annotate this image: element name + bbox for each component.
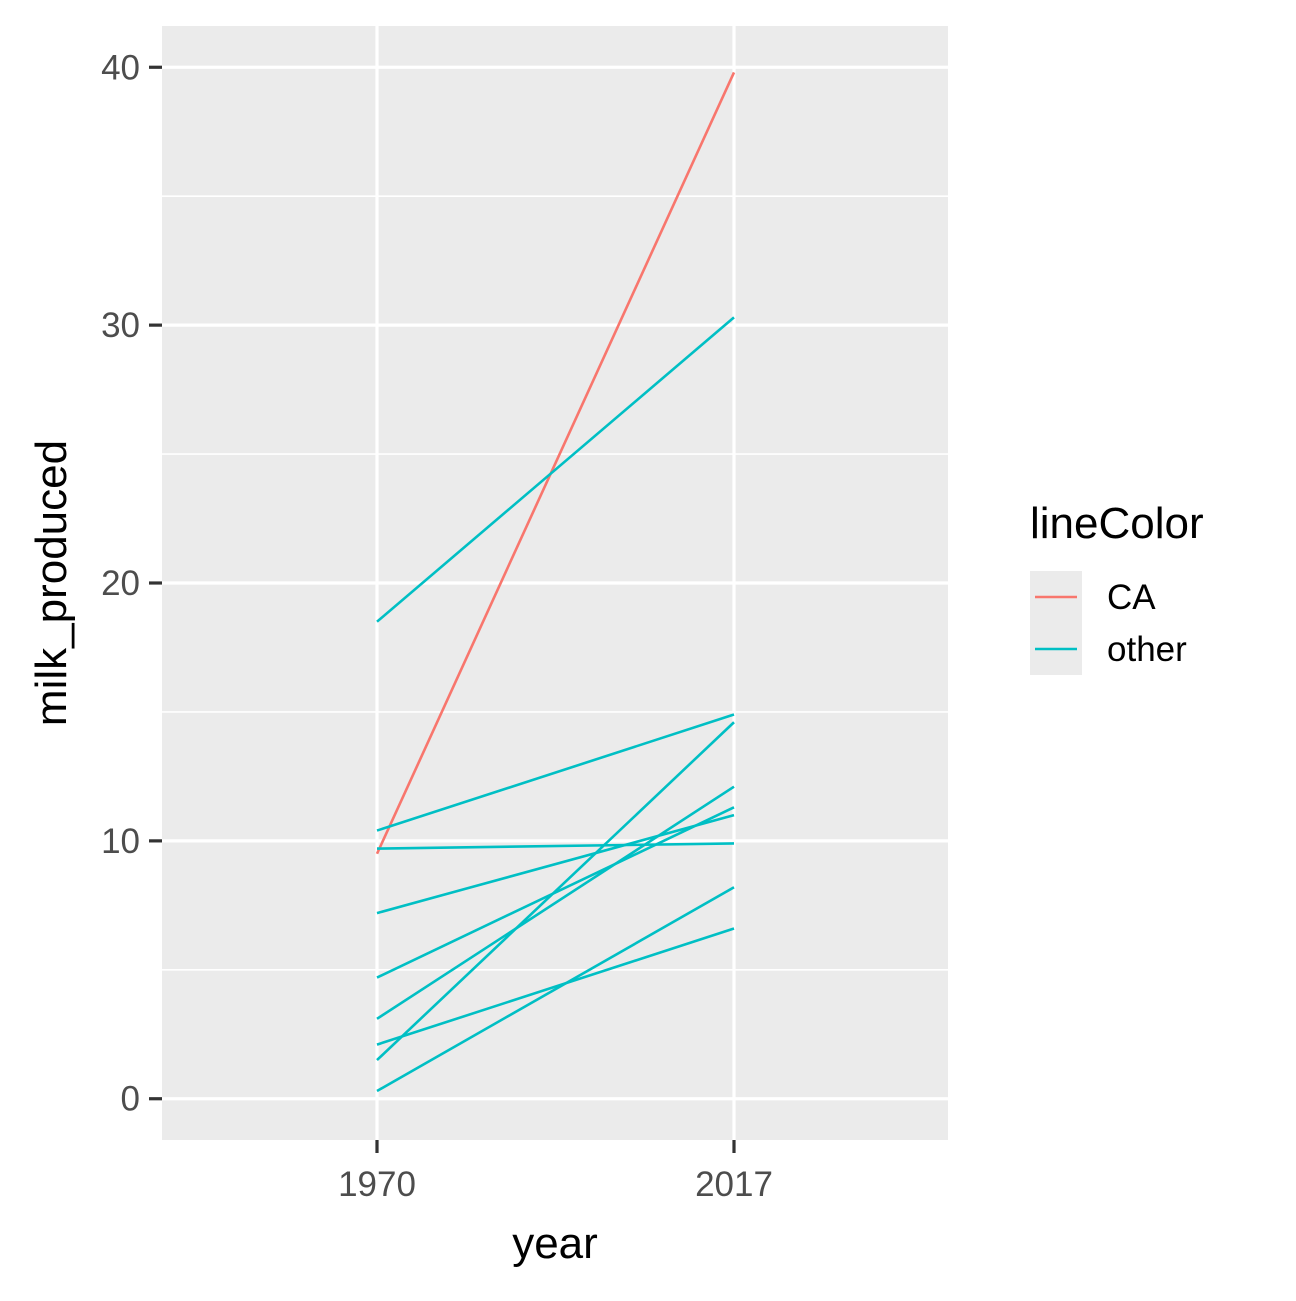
grid-minor (162, 195, 948, 971)
legend-key-other: other (1030, 623, 1187, 675)
series-line-other (376, 927, 735, 1046)
series-line-other (376, 842, 735, 850)
legend: lineColor CA other (1030, 499, 1204, 675)
grid-major (162, 26, 948, 1140)
series-lines (375, 71, 736, 1093)
series-line-other (376, 316, 735, 623)
y-tick-label: 10 (101, 822, 140, 861)
y-axis: 0 10 20 30 40 (101, 48, 162, 1119)
x-tick-label: 1970 (338, 1165, 416, 1204)
legend-label: other (1107, 630, 1187, 669)
series-line-other (376, 813, 735, 915)
legend-label: CA (1107, 578, 1156, 617)
x-axis: 1970 2017 (338, 1140, 773, 1204)
y-axis-title: milk_produced (27, 440, 76, 726)
series-line-other (376, 886, 735, 1093)
x-tick-label: 2017 (695, 1165, 773, 1204)
x-axis-title: year (512, 1219, 598, 1268)
legend-keys: CA other (1030, 571, 1187, 675)
series-line-other (376, 713, 735, 832)
y-tick-label: 40 (101, 48, 140, 87)
y-tick-label: 30 (101, 306, 140, 345)
legend-title: lineColor (1030, 499, 1204, 548)
y-tick-label: 0 (121, 1080, 140, 1119)
series-line-other (376, 721, 735, 1062)
series-line-ca (375, 71, 736, 855)
y-tick-label: 20 (101, 564, 140, 603)
series-line-other (376, 785, 735, 1020)
legend-key-ca: CA (1030, 571, 1156, 623)
